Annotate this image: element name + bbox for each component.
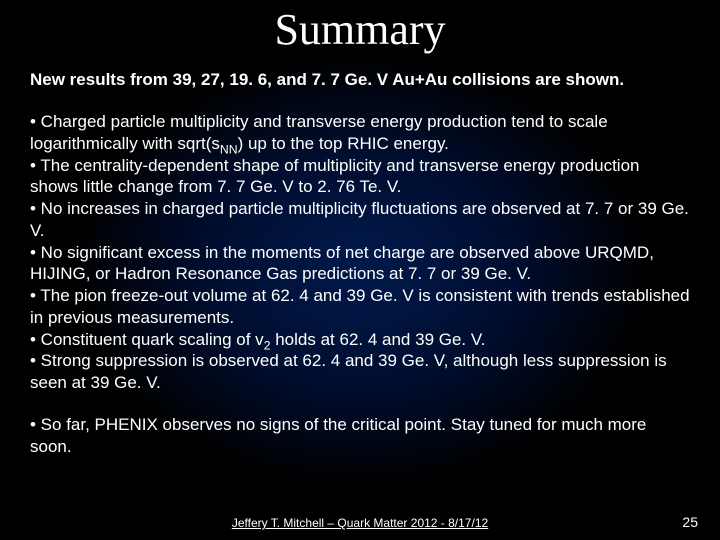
bullet-item: • No increases in charged particle multi… xyxy=(30,198,690,242)
bullet-text-pre: • The centrality-dependent shape of mult… xyxy=(30,156,640,197)
bullet-item: • No significant excess in the moments o… xyxy=(30,242,690,286)
bullet-text-pre: • Constituent quark scaling of v xyxy=(30,330,264,349)
bullet-text-pre: • Strong suppression is observed at 62. … xyxy=(30,351,667,392)
bullet-text-pre: • No significant excess in the moments o… xyxy=(30,243,654,284)
bullet-text-post: ) up to the top RHIC energy. xyxy=(238,134,449,153)
bullet-item: • Strong suppression is observed at 62. … xyxy=(30,350,690,394)
bullet-text-pre: • The pion freeze-out volume at 62. 4 an… xyxy=(30,286,690,327)
page-number: 25 xyxy=(682,514,698,530)
bullet-item: • Charged particle multiplicity and tran… xyxy=(30,111,690,155)
slide-container: Summary New results from 39, 27, 19. 6, … xyxy=(0,4,720,540)
bullet-item: • The centrality-dependent shape of mult… xyxy=(30,155,690,199)
slide-title: Summary xyxy=(30,4,690,55)
bullet-item: • The pion freeze-out volume at 62. 4 an… xyxy=(30,285,690,329)
bullet-text-pre: • No increases in charged particle multi… xyxy=(30,199,689,240)
bullet-item: • Constituent quark scaling of v2 holds … xyxy=(30,329,690,351)
closing-text: • So far, PHENIX observes no signs of th… xyxy=(30,414,690,458)
bullet-text-post: holds at 62. 4 and 39 Ge. V. xyxy=(271,330,486,349)
intro-text: New results from 39, 27, 19. 6, and 7. 7… xyxy=(30,69,690,91)
bullet-list: • Charged particle multiplicity and tran… xyxy=(30,111,690,394)
footer-text: Jeffery T. Mitchell – Quark Matter 2012 … xyxy=(0,516,720,530)
